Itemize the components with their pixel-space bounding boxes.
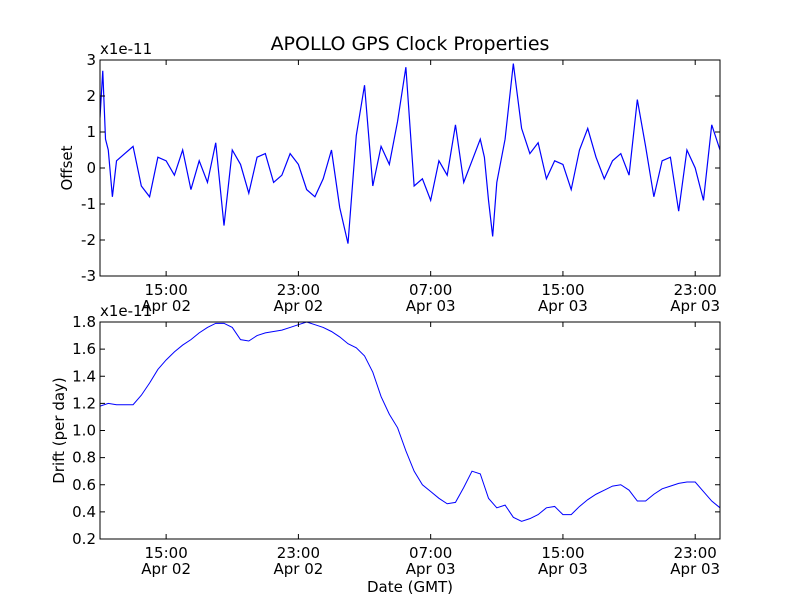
drift-y-tick-label: 0.6 <box>72 476 96 494</box>
drift-x-tick-time-label: 23:00 <box>674 544 717 562</box>
x-axis-label: Date (GMT) <box>367 578 453 596</box>
chart-title: APOLLO GPS Clock Properties <box>271 33 550 55</box>
offset-x-tick-time-label: 07:00 <box>409 281 452 299</box>
offset-y-tick-label: -2 <box>81 231 96 249</box>
drift-y-axis-label: Drift (per day) <box>50 377 68 484</box>
drift-x-tick-time-label: 15:00 <box>145 544 188 562</box>
offset-x-tick-time-label: 23:00 <box>674 281 717 299</box>
drift-x-tick-date-label: Apr 02 <box>273 560 323 578</box>
drift-y-tick-label: 1.8 <box>72 313 96 331</box>
offset-x-tick-date-label: Apr 03 <box>538 297 588 315</box>
drift-x-tick-date-label: Apr 03 <box>406 560 456 578</box>
offset-x-tick-time-label: 23:00 <box>277 281 320 299</box>
drift-y-tick-label: 0.8 <box>72 449 96 467</box>
drift-x-tick-date-label: Apr 03 <box>670 560 720 578</box>
drift-x-tick-date-label: Apr 02 <box>141 560 191 578</box>
offset-y-axis-label: Offset <box>58 145 76 190</box>
drift-series-line <box>100 322 720 522</box>
offset-y-tick-label: 2 <box>86 87 96 105</box>
drift-y-tick-label: 1.0 <box>72 422 96 440</box>
offset-x-tick-date-label: Apr 02 <box>141 297 191 315</box>
drift-x-tick-time-label: 23:00 <box>277 544 320 562</box>
offset-y-multiplier-label: x1e-11 <box>100 40 152 58</box>
drift-y-multiplier-label: x1e-11 <box>100 302 152 320</box>
drift-y-tick-label: 0.2 <box>72 530 96 548</box>
offset-series-line <box>100 63 720 244</box>
offset-y-tick-label: 1 <box>86 123 96 141</box>
offset-x-tick-time-label: 15:00 <box>541 281 584 299</box>
offset-y-tick-label: 3 <box>86 51 96 69</box>
drift-y-tick-label: 1.6 <box>72 340 96 358</box>
offset-axes-frame <box>99 59 721 277</box>
drift-y-tick-label: 1.2 <box>72 394 96 412</box>
offset-y-tick-label: -3 <box>81 267 96 285</box>
drift-y-tick-label: 0.4 <box>72 503 96 521</box>
drift-x-tick-date-label: Apr 03 <box>538 560 588 578</box>
drift-x-tick-time-label: 15:00 <box>541 544 584 562</box>
offset-x-tick-date-label: Apr 03 <box>670 297 720 315</box>
offset-y-tick-label: 0 <box>86 159 96 177</box>
offset-y-tick-label: -1 <box>81 195 96 213</box>
offset-x-tick-time-label: 15:00 <box>145 281 188 299</box>
offset-x-tick-date-label: Apr 02 <box>273 297 323 315</box>
drift-y-tick-label: 1.4 <box>72 367 96 385</box>
offset-x-tick-date-label: Apr 03 <box>406 297 456 315</box>
drift-axes-frame <box>99 321 721 540</box>
drift-x-tick-time-label: 07:00 <box>409 544 452 562</box>
